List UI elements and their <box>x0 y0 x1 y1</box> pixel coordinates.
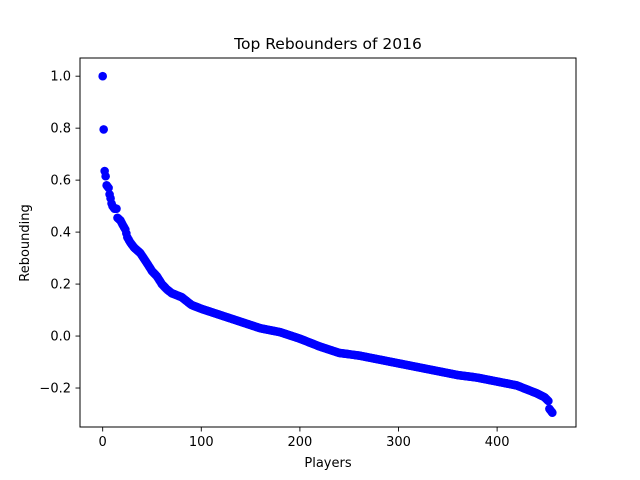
x-tick-label: 200 <box>287 435 312 450</box>
y-tick-label: 0.4 <box>50 226 71 241</box>
y-tick-label: 0.0 <box>50 330 71 345</box>
plot-area-frame <box>79 57 577 428</box>
y-tick-label: 0.2 <box>50 278 71 293</box>
x-axis-title: Players <box>304 456 351 471</box>
data-point <box>101 171 110 181</box>
y-tick-label: 0.8 <box>50 122 71 137</box>
y-tick-label: 0.6 <box>50 174 71 189</box>
y-tick-label: 1.0 <box>50 70 71 85</box>
x-tick-label: 0 <box>99 435 107 450</box>
x-tick-label: 300 <box>386 435 411 450</box>
x-axis-ticks: 0 100 200 300 400 <box>99 427 510 450</box>
y-tick-label: −0.2 <box>39 382 71 397</box>
chart-title: Top Rebounders of 2016 <box>233 35 422 53</box>
y-axis-ticks: −0.2 0.0 0.2 0.4 0.6 0.8 1.0 <box>39 70 80 397</box>
data-point <box>104 183 113 193</box>
data-points <box>98 71 557 418</box>
data-point <box>98 71 107 81</box>
data-point <box>112 204 121 214</box>
data-point <box>544 396 553 406</box>
data-point <box>99 125 108 134</box>
x-tick-label: 100 <box>189 435 214 450</box>
data-point <box>548 408 557 418</box>
y-axis-title: Rebounding <box>18 204 33 282</box>
x-tick-label: 400 <box>485 435 510 450</box>
